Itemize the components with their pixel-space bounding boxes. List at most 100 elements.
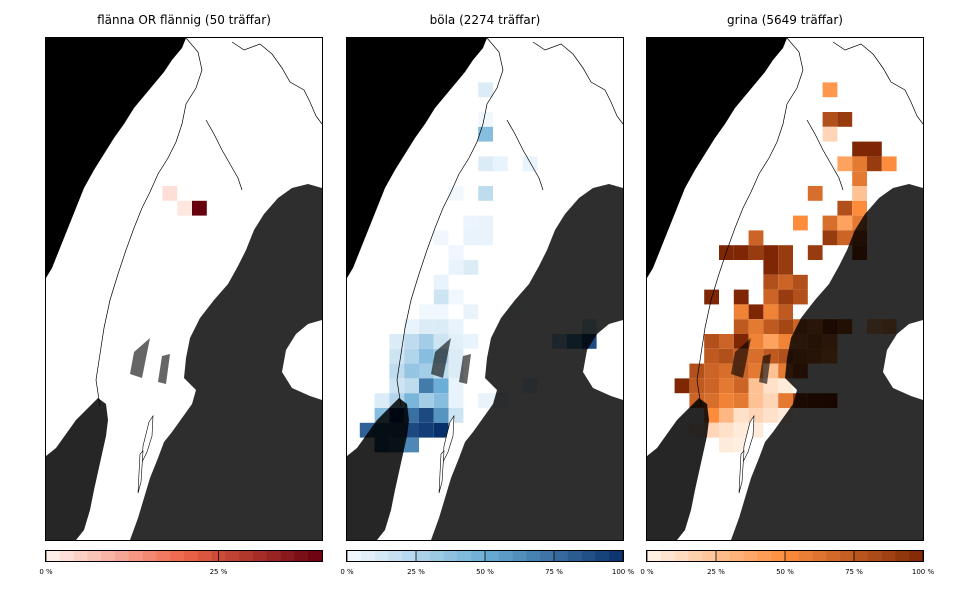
data-cell — [433, 319, 449, 334]
data-cell — [807, 245, 823, 260]
data-cell — [478, 126, 493, 142]
gotland-island — [442, 414, 455, 463]
data-cell — [433, 274, 449, 290]
data-cell — [778, 245, 793, 260]
data-cell — [852, 156, 867, 172]
data-cell — [419, 319, 434, 334]
colorbar-segment — [895, 551, 910, 561]
colorbar-segment — [87, 551, 102, 561]
data-cell — [778, 304, 793, 320]
data-cell — [837, 215, 853, 231]
colorbar-segment — [498, 551, 513, 561]
data-cell — [837, 112, 853, 127]
colorbar-segment — [716, 551, 731, 561]
data-cell — [389, 334, 405, 349]
colorbar-segment — [374, 551, 389, 561]
data-cell — [763, 304, 779, 320]
colorbar-tick-label: 0 % — [39, 568, 53, 576]
data-cell — [852, 200, 867, 216]
data-cell — [793, 274, 808, 290]
data-cell — [448, 334, 464, 349]
data-cell — [763, 260, 779, 275]
colorbar-segment — [785, 551, 800, 561]
data-cell — [463, 260, 479, 275]
data-cell — [719, 348, 734, 364]
map-svg — [46, 38, 322, 540]
data-cell — [478, 82, 493, 98]
data-cell — [389, 378, 405, 394]
data-cell — [778, 319, 793, 334]
data-cell — [433, 408, 449, 423]
data-cell — [852, 186, 867, 201]
data-cell — [704, 348, 719, 364]
panel-title: grina (5649 träffar) — [727, 13, 843, 27]
data-cell — [448, 363, 464, 379]
colorbar-segment — [59, 551, 74, 561]
colorbar-segment — [526, 551, 541, 561]
border-finland — [532, 41, 623, 125]
data-cell — [419, 393, 434, 408]
colorbar-tick-label: 0 % — [340, 568, 354, 576]
norway-landmass — [647, 38, 787, 278]
map-svg — [347, 38, 623, 540]
data-cell — [177, 200, 192, 216]
data-cell — [733, 378, 749, 394]
data-cell — [404, 348, 419, 364]
data-cell — [822, 230, 838, 246]
colorbar-tick-label: 25 % — [407, 568, 425, 576]
colorbar-segment — [840, 551, 855, 561]
data-cell — [719, 408, 734, 423]
oland-island — [137, 450, 144, 494]
data-cell — [493, 156, 508, 172]
data-cell — [733, 422, 749, 438]
colorbar-segment — [197, 551, 212, 561]
data-cell — [478, 186, 493, 201]
gotland-island — [141, 414, 154, 463]
colorbar-segment — [128, 551, 143, 561]
data-cell — [463, 215, 479, 231]
data-cell — [778, 289, 793, 305]
colorbar-segment — [609, 551, 623, 561]
border-finland — [832, 41, 923, 125]
colorbar-segment — [757, 551, 772, 561]
data-cell — [404, 334, 419, 349]
data-cell — [389, 363, 405, 379]
data-cell — [748, 245, 764, 260]
data-cell — [733, 319, 749, 334]
colorbar-segment — [595, 551, 610, 561]
colorbar-segment — [798, 551, 813, 561]
data-cell — [852, 141, 867, 157]
norway-landmass — [46, 38, 186, 278]
data-cell — [419, 348, 434, 364]
data-cell — [419, 304, 434, 320]
data-cell — [448, 289, 464, 305]
colorbar-segment — [674, 551, 689, 561]
data-cell — [404, 363, 419, 379]
colorbar-tick-label: 50 % — [476, 568, 494, 576]
data-cell — [448, 186, 464, 201]
data-cell — [867, 156, 882, 172]
colorbar-tick-label: 50 % — [776, 568, 794, 576]
data-cell — [433, 230, 449, 246]
data-cell — [448, 319, 464, 334]
colorbar-segment — [471, 551, 486, 561]
data-cell — [778, 274, 793, 290]
border-north — [205, 119, 243, 191]
lake-vattern — [158, 354, 170, 384]
colorbar-segment — [457, 551, 472, 561]
colorbar-segment — [46, 551, 61, 561]
data-cell — [748, 304, 764, 320]
data-cell — [419, 422, 434, 438]
data-cell — [433, 422, 449, 438]
colorbar-segment — [702, 551, 717, 561]
border-norway — [696, 38, 804, 407]
colorbar-segment — [826, 551, 841, 561]
data-cell — [404, 319, 419, 334]
baltic-sea — [731, 184, 923, 540]
colorbar-segment — [280, 551, 295, 561]
data-cell — [763, 319, 779, 334]
data-cell — [419, 334, 434, 349]
data-cell — [748, 230, 764, 246]
data-cell — [778, 260, 793, 275]
data-cell — [837, 156, 853, 172]
